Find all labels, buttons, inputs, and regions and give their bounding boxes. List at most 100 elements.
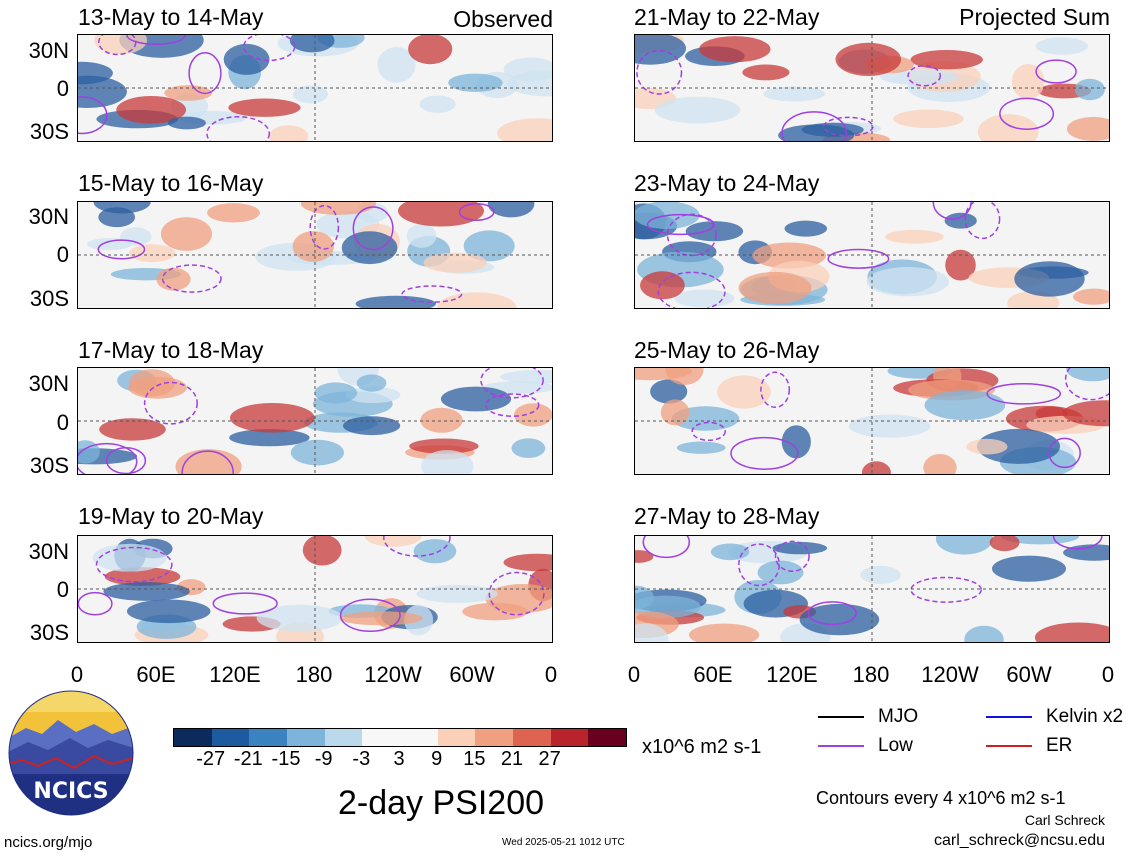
contour-line [383, 536, 451, 557]
field-blob [485, 584, 552, 613]
panel-8-date: 27-May to 28-May [634, 503, 820, 529]
colorbar-swatch-4 [324, 729, 363, 746]
lat-0-row1: 0 [56, 76, 69, 101]
field-blob [207, 203, 260, 223]
field-blob [500, 370, 552, 384]
field-blob [503, 553, 552, 572]
field-blob [126, 599, 211, 624]
field-blob [256, 604, 343, 632]
colorbar-label: -9 [314, 748, 333, 770]
map-field [78, 368, 552, 474]
lon-left-120w: 120W [364, 662, 422, 687]
legend-er-line [986, 745, 1032, 747]
field-blob [977, 114, 1039, 141]
lat-30s-row1: 30S [29, 119, 69, 144]
colorbar-label: 3 [393, 748, 405, 770]
contour-line [646, 213, 715, 236]
field-blob [99, 418, 166, 441]
field-blob [1073, 288, 1109, 305]
field-blob [654, 96, 741, 124]
map-field [78, 35, 552, 141]
field-blob [885, 229, 944, 244]
contour-line [986, 382, 1062, 405]
contour-line [1048, 437, 1081, 469]
field-blob [945, 249, 976, 281]
colorbar-swatch-3 [287, 729, 325, 746]
contour-line [1064, 368, 1109, 401]
contour-line [691, 421, 726, 442]
contour-line [212, 592, 278, 615]
field-blob [156, 267, 191, 291]
field-blob [339, 611, 423, 626]
legend-low-line [818, 745, 864, 747]
field-blob [292, 231, 334, 262]
lon-right-60e: 60E [693, 662, 733, 687]
contour-line [1052, 536, 1103, 550]
colorbar-swatch-10 [550, 729, 589, 746]
field-blob [167, 116, 206, 130]
legend-er: ER [986, 735, 1072, 757]
field-blob [910, 50, 983, 70]
colorbar-label: -3 [352, 748, 371, 770]
panel-4-date: 23-May to 24-May [634, 170, 820, 196]
field-blob [228, 98, 301, 117]
lat-0-row2: 0 [56, 242, 69, 267]
contour-line [339, 598, 401, 633]
field-blob [848, 414, 931, 438]
field-blob [419, 95, 456, 113]
contour-line [636, 49, 683, 95]
field-blob [944, 212, 977, 229]
panel-1-date: 13-May to 14-May [78, 4, 264, 30]
contour-line [730, 436, 799, 470]
colorbar-label: 21 [500, 748, 524, 770]
field-blob [98, 207, 136, 228]
field-blob [364, 536, 422, 547]
field-blob [976, 428, 1061, 464]
legend-er-label: ER [1046, 735, 1073, 756]
field-blob [92, 543, 167, 572]
colorbar-label: -27 [196, 748, 226, 770]
field-blob [497, 118, 552, 141]
panel-6-date: 25-May to 26-May [634, 337, 820, 363]
colorbar-label: 27 [538, 748, 561, 770]
field-blob [964, 625, 1004, 642]
field-blob [341, 231, 398, 265]
field-blob [1063, 544, 1109, 561]
map-panel-4 [634, 201, 1110, 309]
map-field [635, 202, 1109, 308]
field-blob [640, 271, 685, 300]
contour-line [760, 371, 791, 409]
field-blob [463, 230, 515, 262]
author-email: carl_schreck@ncsu.edu [934, 832, 1105, 849]
field-blob [778, 124, 855, 141]
contour-line [822, 116, 874, 137]
contour-line [458, 203, 495, 221]
field-blob [94, 35, 148, 55]
lon-left-60w: 60W [449, 662, 495, 687]
map-field [78, 536, 552, 642]
lon-right-0-end: 0 [1101, 662, 1115, 687]
colorbar-swatch-8 [475, 729, 514, 746]
lat-30s-row3: 30S [29, 453, 69, 478]
contour-line [97, 239, 146, 260]
field-blob [650, 379, 688, 404]
field-blob [1062, 400, 1109, 427]
field-blob [511, 438, 546, 458]
field-blob [160, 217, 213, 251]
field-blob [377, 47, 416, 83]
field-blob [665, 368, 704, 385]
map-panel-5 [77, 367, 553, 475]
map-panel-1 [77, 34, 553, 142]
field-blob [757, 560, 804, 585]
field-blob [355, 295, 436, 308]
contour-line [1035, 59, 1077, 84]
field-blob [409, 438, 479, 454]
site-link[interactable]: ncics.org/mjo [4, 834, 93, 851]
ncics-logo: NCICS [8, 690, 134, 816]
timestamp: Wed 2025-05-21 1012 UTC [502, 837, 625, 848]
field-blob [78, 75, 127, 108]
colorbar-swatch-1 [211, 729, 250, 746]
contour-line [774, 540, 810, 572]
field-blob [688, 623, 760, 642]
field-blob [860, 565, 901, 584]
